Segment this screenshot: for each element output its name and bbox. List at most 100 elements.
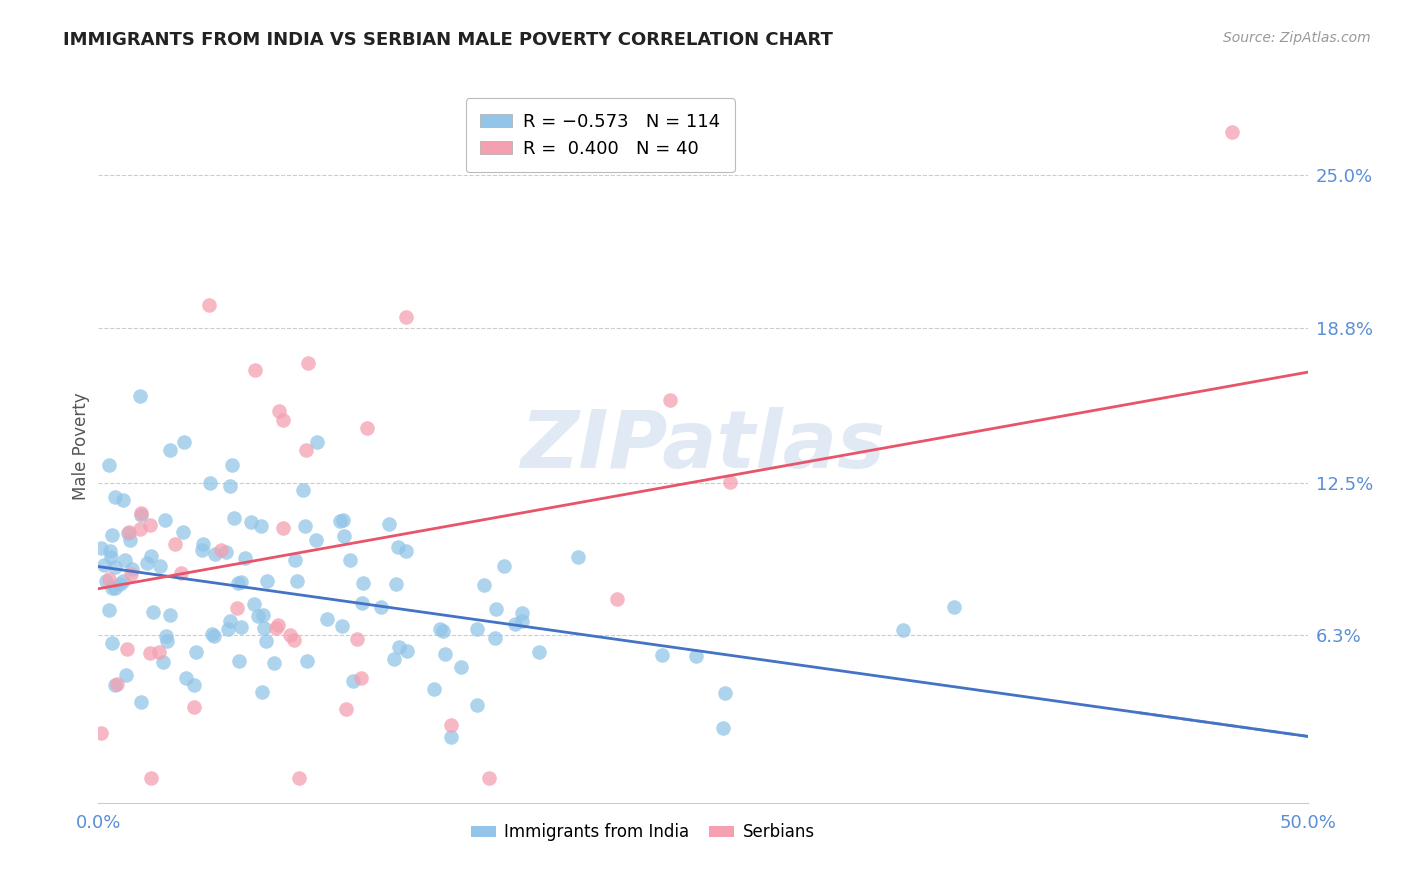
Point: [278, 627, 301, 641]
Point: [474, 578, 496, 592]
Point: [198, 476, 221, 491]
Point: [101, 636, 124, 650]
Point: [503, 616, 526, 631]
Point: [155, 513, 177, 527]
Text: Source: ZipAtlas.com: Source: ZipAtlas.com: [1223, 31, 1371, 45]
Point: [98, 572, 121, 586]
Point: [103, 678, 125, 692]
Point: [94, 574, 117, 589]
Point: [224, 511, 246, 525]
Point: [269, 403, 291, 417]
Point: [465, 698, 488, 712]
Point: [159, 443, 181, 458]
Point: [891, 624, 914, 638]
Point: [567, 550, 589, 565]
Point: [201, 627, 224, 641]
Point: [221, 458, 243, 472]
Point: [229, 620, 252, 634]
Point: [651, 648, 673, 663]
Point: [342, 673, 364, 688]
Point: [229, 574, 252, 589]
Point: [193, 537, 215, 551]
Point: [209, 543, 232, 558]
Point: [139, 549, 162, 563]
Point: [284, 552, 307, 566]
Point: [159, 608, 181, 623]
Point: [156, 634, 179, 648]
Point: [294, 519, 316, 533]
Point: [439, 730, 461, 744]
Point: [117, 525, 139, 540]
Point: [246, 609, 269, 624]
Point: [104, 490, 127, 504]
Point: [382, 651, 405, 665]
Point: [139, 771, 162, 785]
Point: [287, 771, 309, 785]
Point: [465, 622, 488, 636]
Point: [100, 528, 122, 542]
Point: [120, 566, 142, 581]
Point: [659, 393, 682, 408]
Point: [332, 513, 354, 527]
Point: [339, 552, 361, 566]
Point: [252, 607, 274, 622]
Point: [271, 521, 294, 535]
Point: [315, 612, 337, 626]
Point: [104, 581, 127, 595]
Point: [115, 667, 138, 681]
Point: [149, 559, 172, 574]
Point: [120, 533, 142, 547]
Point: [510, 606, 533, 620]
Point: [256, 574, 278, 589]
Point: [233, 551, 256, 566]
Point: [184, 645, 207, 659]
Point: [172, 525, 194, 540]
Point: [478, 771, 501, 785]
Point: [163, 537, 186, 551]
Point: [527, 645, 550, 659]
Point: [294, 443, 316, 458]
Point: [305, 533, 328, 547]
Point: [685, 648, 707, 663]
Point: [135, 557, 157, 571]
Point: [333, 529, 356, 543]
Point: [243, 363, 266, 377]
Point: [176, 671, 198, 685]
Point: [943, 600, 966, 615]
Point: [388, 640, 411, 654]
Point: [142, 605, 165, 619]
Point: [152, 655, 174, 669]
Point: [101, 581, 124, 595]
Point: [484, 631, 506, 645]
Point: [264, 621, 287, 635]
Point: [450, 660, 472, 674]
Legend: Immigrants from India, Serbians: Immigrants from India, Serbians: [464, 817, 821, 848]
Point: [128, 522, 150, 536]
Point: [396, 644, 419, 658]
Point: [423, 682, 446, 697]
Point: [439, 718, 461, 732]
Point: [394, 544, 416, 558]
Point: [173, 435, 195, 450]
Point: [429, 622, 451, 636]
Point: [395, 310, 418, 325]
Point: [297, 356, 319, 370]
Point: [242, 597, 264, 611]
Point: [93, 558, 115, 572]
Point: [385, 577, 408, 591]
Point: [485, 602, 508, 616]
Point: [494, 559, 516, 574]
Point: [1220, 125, 1243, 139]
Point: [129, 506, 152, 520]
Point: [356, 421, 378, 435]
Point: [305, 434, 328, 449]
Text: IMMIGRANTS FROM INDIA VS SERBIAN MALE POVERTY CORRELATION CHART: IMMIGRANTS FROM INDIA VS SERBIAN MALE PO…: [63, 31, 834, 49]
Point: [129, 695, 152, 709]
Point: [97, 458, 120, 473]
Point: [218, 614, 240, 628]
Point: [215, 544, 238, 558]
Point: [111, 574, 134, 588]
Point: [346, 632, 368, 646]
Point: [432, 624, 454, 638]
Point: [129, 508, 152, 522]
